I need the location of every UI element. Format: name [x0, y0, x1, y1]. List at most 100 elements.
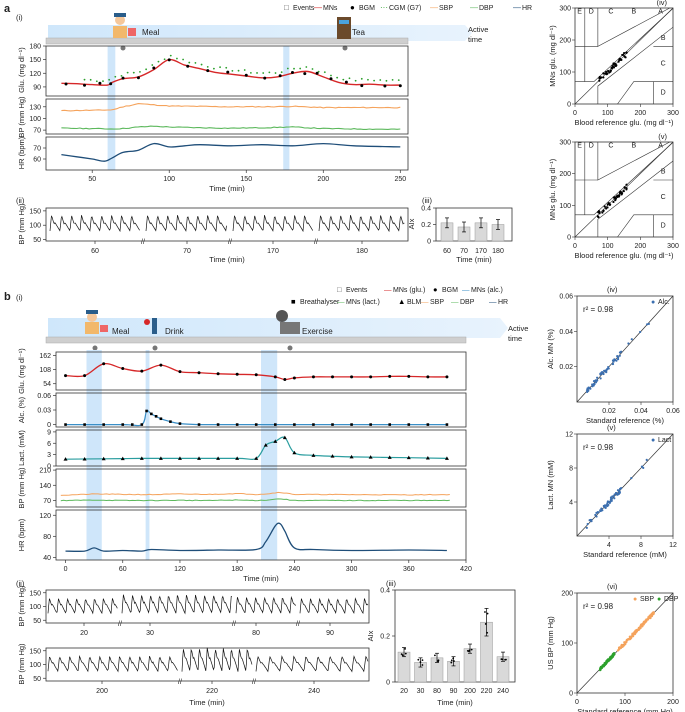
clarke-zone-label: D — [589, 142, 594, 149]
waveform-x-title: Time (min) — [209, 255, 245, 264]
clarke-point — [602, 76, 605, 79]
panel-a-iii-label: (iii) — [422, 196, 432, 205]
bottle-icon — [152, 318, 157, 334]
breathalyser-point — [154, 415, 158, 418]
panel-a-i-label: (i) — [16, 13, 23, 22]
legend-a-marker: ● — [350, 3, 355, 12]
xtick-label: 200 — [634, 243, 646, 250]
aix-x-title: Time (min) — [456, 255, 492, 264]
xtick-label: 100 — [163, 176, 175, 183]
event-band-exercise-b — [261, 350, 278, 560]
legend-marker: ● — [651, 437, 655, 444]
cgm-point — [305, 66, 308, 68]
clarke-zone-label: A — [658, 142, 663, 149]
legend-a-item: Events — [293, 5, 315, 12]
ytick-label: 300 — [559, 140, 571, 147]
b-waveform-segment — [235, 596, 296, 614]
xtick-label: 50 — [88, 176, 96, 183]
xtick-label: 100 — [602, 243, 614, 250]
aix-category-label: 70 — [460, 248, 468, 255]
cgm-point — [237, 69, 240, 72]
bgm-point — [290, 71, 294, 75]
cgm-point — [367, 78, 369, 81]
legend-text: Lact — [658, 437, 671, 444]
b-lactate-y-title: Lact. (mM) — [17, 430, 26, 466]
cgm-point — [317, 70, 320, 73]
legend-b-item: Events — [346, 287, 368, 294]
axis-break: // — [296, 621, 300, 628]
xtick-label: 300 — [667, 110, 679, 117]
ytick-label: 100 — [29, 604, 41, 611]
clarke-point — [614, 64, 617, 67]
cgm-point — [83, 78, 86, 81]
ytick-label: 140 — [39, 483, 51, 490]
clarke-point — [602, 72, 605, 75]
legend-b-item: Breathalyser — [300, 299, 340, 306]
event-marker-tea — [342, 45, 348, 51]
cgm-point — [256, 72, 258, 74]
axis-break: // — [141, 239, 145, 246]
ytick-label: 54 — [43, 381, 51, 388]
legend-a-item: DBP — [479, 5, 494, 12]
breathalyser-point — [407, 423, 411, 426]
b-bp-axes — [55, 468, 467, 508]
cgm-point — [268, 71, 271, 74]
b-lactate-line — [65, 436, 447, 460]
clarke-point — [617, 60, 620, 63]
person-hat-icon — [114, 13, 126, 17]
legend-b-marker: — — [462, 285, 470, 294]
zone-line — [597, 7, 670, 47]
b-bgm-point — [102, 362, 106, 366]
person-hat-icon — [86, 310, 98, 314]
corr-sublabel: (vi) — [607, 582, 618, 591]
ytick-label: 150 — [29, 57, 41, 64]
clarke-zone-label: C — [608, 8, 613, 15]
event-drink-label-b: Drink — [165, 327, 185, 336]
ytick-label: 200 — [559, 38, 571, 45]
legend-a-item: SBP — [439, 5, 453, 12]
breathalyser-point — [178, 422, 182, 425]
ytick-label: 6 — [47, 441, 51, 448]
corr-point — [630, 477, 633, 480]
cgm-point — [120, 74, 123, 77]
bgm-point — [152, 66, 156, 70]
breathalyser-point — [445, 423, 449, 426]
ytick-label: 180 — [29, 44, 41, 51]
bgm-point — [278, 74, 282, 78]
corr-point — [627, 342, 630, 345]
breathalyser-point — [331, 423, 334, 426]
bp-y-title: BP (mm Hg) — [17, 96, 26, 138]
zone-line — [575, 142, 674, 216]
clarke-point — [612, 200, 615, 204]
breathalyser-point — [150, 412, 153, 416]
clarke-zone-label: D — [661, 223, 666, 230]
corr-x-title: Standard reference (mM) — [583, 550, 667, 559]
b-sbp-line — [60, 491, 450, 496]
blm-point — [425, 456, 430, 460]
zone-line — [617, 81, 673, 105]
bgm-point — [263, 76, 267, 80]
xtick-label: 90 — [326, 630, 334, 637]
legend-b-marker: □ — [337, 285, 342, 294]
bp-waveform-segment — [232, 215, 314, 233]
corr-y-title: US BP (mm Hg) — [546, 616, 555, 670]
blm-point — [311, 453, 316, 457]
hr-y-title: HR (bpm) — [17, 136, 26, 169]
breathalyser-point — [388, 423, 392, 426]
aix-sample-point — [400, 653, 403, 655]
b-bgm-point — [331, 375, 335, 379]
bgm-point — [167, 58, 171, 62]
legend-a-item: MNs — [323, 5, 338, 12]
legend-marker: ● — [651, 299, 655, 306]
breathalyser-point — [312, 423, 315, 426]
corr-point — [645, 458, 648, 462]
xtick-label: 220 — [206, 688, 218, 695]
clarke-sublabel: (iv) — [657, 0, 668, 7]
ytick-label: 50 — [33, 676, 41, 683]
clarke-zone-label: E — [577, 8, 582, 15]
b-glucose-axes — [55, 351, 467, 391]
xtick-label: 0 — [573, 110, 577, 117]
aix-sample-point — [437, 660, 440, 663]
ytick-label: 150 — [29, 648, 41, 655]
